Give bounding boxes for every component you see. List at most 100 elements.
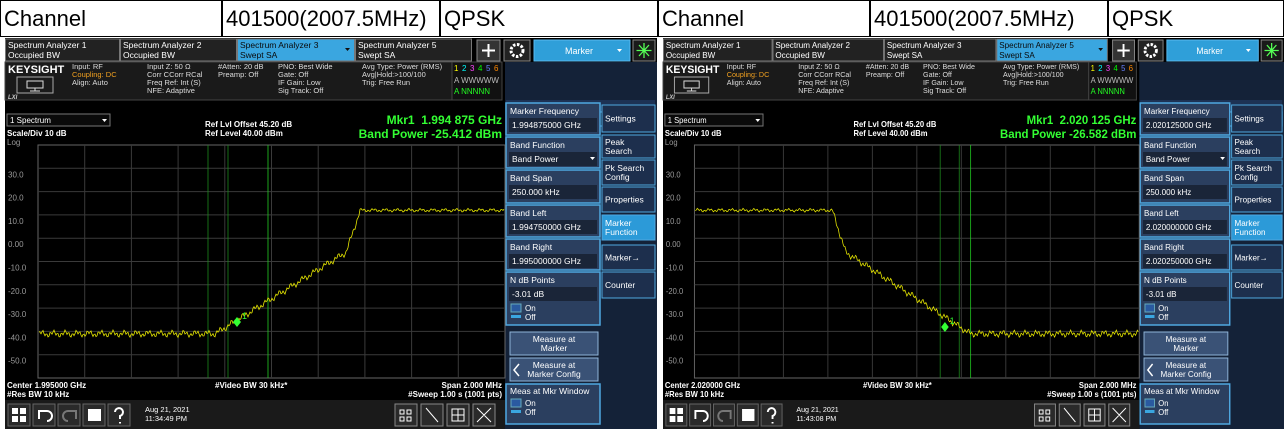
side-tab-text: Peak [1235,137,1254,147]
side-tab[interactable] [1231,159,1283,186]
menu-dropdown[interactable] [1166,39,1259,62]
menu-arrow [1245,49,1251,52]
header-text: 401500(2007.5MHz) [874,6,1075,31]
action-button-text: Marker [1173,343,1198,353]
side-tab[interactable] [601,244,656,271]
taskbar-tool[interactable] [394,403,418,427]
y-axis-label: -30.0 [8,310,27,319]
header-cell [222,0,440,37]
info-text: PNO: Best Wide [923,62,975,71]
action-button[interactable] [509,357,599,382]
taskbar-button[interactable] [713,403,735,427]
action-button-text: Measure at [1166,360,1207,370]
trace-digit: 3 [470,64,475,73]
trace-digit: 1 [1091,64,1095,73]
trace-digit: 4 [1114,64,1119,73]
local-icon [16,76,54,94]
action-button[interactable] [1143,331,1229,356]
analyzer-tab[interactable] [772,38,884,62]
side-tab[interactable] [1231,134,1283,159]
analyzer-tab[interactable] [5,38,120,62]
scale-type: Log [7,138,20,147]
side-tab[interactable] [601,271,656,299]
y-axis-label: 20.0 [8,194,24,203]
trace-digit: 5 [1121,64,1126,73]
trace-row: A WWWWW [1091,76,1134,85]
analyzer-tab[interactable] [883,38,997,62]
action-button-text: Measure at [533,360,576,370]
side-tab-text: Marker→ [1235,252,1268,262]
info-text: #Atten: 20 dB [866,62,909,71]
info-text: Input Z: 50 Ω [147,62,191,71]
analyzer-tab[interactable] [663,38,773,62]
taskbar-button[interactable] [665,403,688,427]
info-text: Trig: Free Run [1003,78,1049,87]
info-text: Coupling: DC [727,70,769,79]
taskbar-tool[interactable] [1033,403,1056,427]
y-axis-label: 10.0 [666,217,681,226]
trace-row: A NNNNN [1091,87,1125,96]
settings-button[interactable] [1137,39,1164,62]
info-text: Gate: Off [278,70,309,79]
side-tab[interactable] [601,104,656,133]
res-bw: #Res BW 10 kHz [665,390,724,399]
toggle-box[interactable] [1144,398,1155,408]
trace-digit: 5 [486,64,491,73]
toggle-box[interactable] [510,398,522,408]
side-tab-text: Properties [1235,194,1272,204]
side-tab[interactable] [1231,104,1283,133]
side-tab-text: Search [1235,146,1261,156]
taskbar-button[interactable] [7,403,31,427]
plus-icon [482,44,495,57]
taskbar-button[interactable] [107,403,131,427]
side-tab[interactable] [601,214,656,241]
toggle-box[interactable] [1144,303,1155,313]
side-tab[interactable] [601,159,656,186]
menu-dropdown[interactable] [533,39,631,62]
tab-text: Spectrum Analyzer 3 [240,40,319,50]
side-tab[interactable] [1231,214,1283,241]
toggle-box[interactable] [510,303,522,313]
y-axis-label: -10.0 [666,263,684,272]
window-dropdown[interactable] [664,113,764,127]
info-text: Input: RF [727,62,757,71]
side-tab[interactable] [601,186,656,213]
local-icon [673,76,710,94]
header-text: Channel [662,6,744,31]
side-tab[interactable] [1231,244,1283,271]
trace-digit: 3 [1106,64,1110,73]
info-text: Gate: Off [923,70,953,79]
softkey[interactable] [1139,383,1231,425]
taskbar-button[interactable] [57,403,81,427]
analyzer-tab[interactable] [355,38,472,62]
side-tab[interactable] [601,134,656,159]
redo-icon [62,410,77,422]
toggle-on: On [525,304,536,313]
taskbar-button[interactable] [760,403,783,427]
softkey-field [1143,118,1227,132]
analyzer-tab[interactable] [996,38,1108,62]
softkey[interactable] [505,383,601,425]
action-button[interactable] [509,331,599,356]
softkey-value: 1.994750000 GHz [512,222,581,232]
side-tab-text: Marker [1235,218,1260,228]
settings-button[interactable] [503,39,531,62]
softkey-field [1143,220,1227,234]
windows-icon [669,408,684,422]
softkey-field [509,254,597,268]
softkey-field [1143,152,1227,166]
ref-level: Ref Level 40.00 dBm [854,129,928,138]
side-tab[interactable] [1231,186,1283,213]
side-tab[interactable] [1231,271,1283,299]
undo-icon [38,410,53,422]
plus-icon [1117,44,1130,57]
softkey-label: Marker Frequency [510,106,580,116]
analyzer-tab[interactable] [120,38,237,62]
analyzer-tab[interactable] [237,38,355,62]
softkey-label: Band Span [510,173,552,183]
side-tab-text: Function [605,227,638,237]
action-button[interactable] [1143,357,1229,382]
window-dropdown[interactable] [6,113,111,127]
taskbar-date: Aug 21, 2021 [145,405,190,414]
